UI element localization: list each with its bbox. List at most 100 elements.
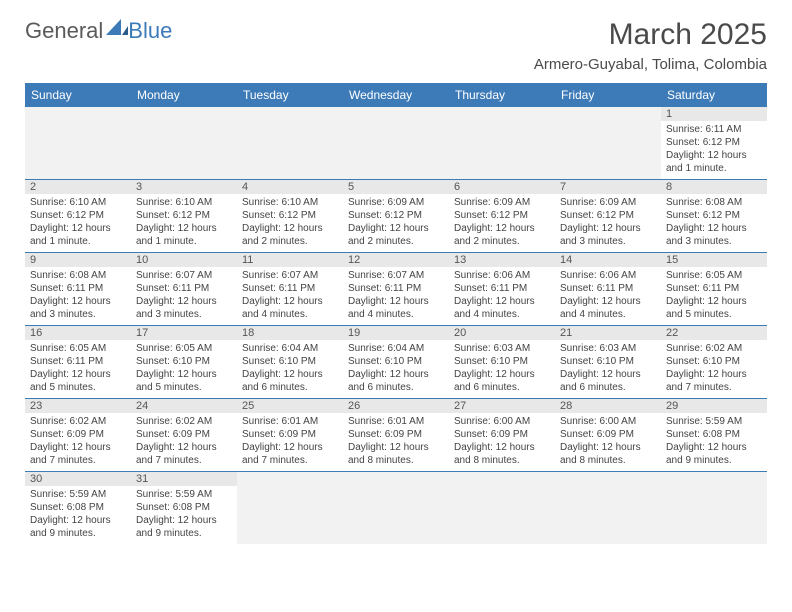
sunset-text: Sunset: 6:09 PM — [136, 428, 232, 441]
day-number: 4 — [237, 180, 343, 194]
day-number: 24 — [131, 399, 237, 413]
sunset-text: Sunset: 6:09 PM — [348, 428, 444, 441]
day-body: Sunrise: 6:05 AMSunset: 6:11 PMDaylight:… — [25, 340, 131, 398]
sunrise-text: Sunrise: 6:11 AM — [666, 123, 762, 136]
daylight-text: Daylight: 12 hours and 1 minute. — [666, 149, 762, 175]
day-body: Sunrise: 5:59 AMSunset: 6:08 PMDaylight:… — [661, 413, 767, 471]
sunrise-text: Sunrise: 6:08 AM — [30, 269, 126, 282]
day-body: Sunrise: 6:04 AMSunset: 6:10 PMDaylight:… — [237, 340, 343, 398]
calendar-cell — [237, 472, 343, 545]
sunset-text: Sunset: 6:08 PM — [666, 428, 762, 441]
calendar-week-row: 2Sunrise: 6:10 AMSunset: 6:12 PMDaylight… — [25, 180, 767, 253]
sunrise-text: Sunrise: 6:02 AM — [666, 342, 762, 355]
calendar-body: 1Sunrise: 6:11 AMSunset: 6:12 PMDaylight… — [25, 107, 767, 544]
calendar-cell: 12Sunrise: 6:07 AMSunset: 6:11 PMDayligh… — [343, 253, 449, 326]
sunset-text: Sunset: 6:09 PM — [560, 428, 656, 441]
sunset-text: Sunset: 6:11 PM — [454, 282, 550, 295]
sunset-text: Sunset: 6:11 PM — [136, 282, 232, 295]
calendar-cell — [25, 107, 131, 180]
calendar-cell: 11Sunrise: 6:07 AMSunset: 6:11 PMDayligh… — [237, 253, 343, 326]
day-body: Sunrise: 6:09 AMSunset: 6:12 PMDaylight:… — [343, 194, 449, 252]
day-number: 27 — [449, 399, 555, 413]
sunrise-text: Sunrise: 6:05 AM — [666, 269, 762, 282]
day-number: 31 — [131, 472, 237, 486]
day-number: 18 — [237, 326, 343, 340]
day-header-row: Sunday Monday Tuesday Wednesday Thursday… — [25, 83, 767, 107]
calendar-week-row: 1Sunrise: 6:11 AMSunset: 6:12 PMDaylight… — [25, 107, 767, 180]
day-header-wed: Wednesday — [343, 83, 449, 107]
calendar-cell: 31Sunrise: 5:59 AMSunset: 6:08 PMDayligh… — [131, 472, 237, 545]
sunrise-text: Sunrise: 6:00 AM — [454, 415, 550, 428]
sunrise-text: Sunrise: 6:09 AM — [454, 196, 550, 209]
calendar-cell: 5Sunrise: 6:09 AMSunset: 6:12 PMDaylight… — [343, 180, 449, 253]
sunrise-text: Sunrise: 6:05 AM — [136, 342, 232, 355]
calendar-cell: 16Sunrise: 6:05 AMSunset: 6:11 PMDayligh… — [25, 326, 131, 399]
daylight-text: Daylight: 12 hours and 5 minutes. — [30, 368, 126, 394]
day-body: Sunrise: 6:01 AMSunset: 6:09 PMDaylight:… — [237, 413, 343, 471]
calendar-cell: 6Sunrise: 6:09 AMSunset: 6:12 PMDaylight… — [449, 180, 555, 253]
page-header: General Blue March 2025 Armero-Guyabal, … — [25, 18, 767, 73]
calendar-cell: 25Sunrise: 6:01 AMSunset: 6:09 PMDayligh… — [237, 399, 343, 472]
day-number: 29 — [661, 399, 767, 413]
calendar-cell: 14Sunrise: 6:06 AMSunset: 6:11 PMDayligh… — [555, 253, 661, 326]
sunset-text: Sunset: 6:11 PM — [666, 282, 762, 295]
day-body: Sunrise: 6:02 AMSunset: 6:09 PMDaylight:… — [25, 413, 131, 471]
sunset-text: Sunset: 6:10 PM — [560, 355, 656, 368]
day-body: Sunrise: 6:07 AMSunset: 6:11 PMDaylight:… — [131, 267, 237, 325]
daylight-text: Daylight: 12 hours and 3 minutes. — [666, 222, 762, 248]
daylight-text: Daylight: 12 hours and 5 minutes. — [666, 295, 762, 321]
day-number: 3 — [131, 180, 237, 194]
sunset-text: Sunset: 6:12 PM — [242, 209, 338, 222]
sunset-text: Sunset: 6:08 PM — [136, 501, 232, 514]
sunrise-text: Sunrise: 6:08 AM — [666, 196, 762, 209]
daylight-text: Daylight: 12 hours and 3 minutes. — [136, 295, 232, 321]
day-number: 28 — [555, 399, 661, 413]
daylight-text: Daylight: 12 hours and 3 minutes. — [30, 295, 126, 321]
sunset-text: Sunset: 6:10 PM — [454, 355, 550, 368]
sunrise-text: Sunrise: 5:59 AM — [136, 488, 232, 501]
daylight-text: Daylight: 12 hours and 4 minutes. — [242, 295, 338, 321]
day-number: 1 — [661, 107, 767, 121]
day-header-sat: Saturday — [661, 83, 767, 107]
daylight-text: Daylight: 12 hours and 8 minutes. — [454, 441, 550, 467]
sunrise-text: Sunrise: 6:02 AM — [136, 415, 232, 428]
sunset-text: Sunset: 6:09 PM — [454, 428, 550, 441]
calendar-cell: 15Sunrise: 6:05 AMSunset: 6:11 PMDayligh… — [661, 253, 767, 326]
calendar-cell — [449, 472, 555, 545]
daylight-text: Daylight: 12 hours and 9 minutes. — [30, 514, 126, 540]
day-number: 9 — [25, 253, 131, 267]
daylight-text: Daylight: 12 hours and 6 minutes. — [454, 368, 550, 394]
day-body: Sunrise: 6:06 AMSunset: 6:11 PMDaylight:… — [449, 267, 555, 325]
calendar-cell — [343, 107, 449, 180]
sunset-text: Sunset: 6:12 PM — [30, 209, 126, 222]
daylight-text: Daylight: 12 hours and 4 minutes. — [454, 295, 550, 321]
sunrise-text: Sunrise: 6:00 AM — [560, 415, 656, 428]
month-title: March 2025 — [534, 18, 767, 52]
logo-sail-icon — [106, 17, 128, 37]
logo-text-blue: Blue — [128, 18, 172, 44]
calendar-cell: 18Sunrise: 6:04 AMSunset: 6:10 PMDayligh… — [237, 326, 343, 399]
day-number: 30 — [25, 472, 131, 486]
day-number: 16 — [25, 326, 131, 340]
calendar-cell: 20Sunrise: 6:03 AMSunset: 6:10 PMDayligh… — [449, 326, 555, 399]
calendar-cell — [555, 472, 661, 545]
daylight-text: Daylight: 12 hours and 2 minutes. — [242, 222, 338, 248]
sunset-text: Sunset: 6:09 PM — [30, 428, 126, 441]
sunset-text: Sunset: 6:12 PM — [454, 209, 550, 222]
sunset-text: Sunset: 6:11 PM — [30, 355, 126, 368]
day-number: 26 — [343, 399, 449, 413]
day-number: 11 — [237, 253, 343, 267]
day-body: Sunrise: 6:07 AMSunset: 6:11 PMDaylight:… — [237, 267, 343, 325]
calendar-week-row: 23Sunrise: 6:02 AMSunset: 6:09 PMDayligh… — [25, 399, 767, 472]
sunrise-text: Sunrise: 6:07 AM — [348, 269, 444, 282]
sunset-text: Sunset: 6:12 PM — [666, 209, 762, 222]
logo-text-general: General — [25, 18, 103, 44]
calendar-cell: 26Sunrise: 6:01 AMSunset: 6:09 PMDayligh… — [343, 399, 449, 472]
day-body: Sunrise: 6:10 AMSunset: 6:12 PMDaylight:… — [237, 194, 343, 252]
day-number: 23 — [25, 399, 131, 413]
day-number: 22 — [661, 326, 767, 340]
day-body: Sunrise: 6:03 AMSunset: 6:10 PMDaylight:… — [555, 340, 661, 398]
calendar-cell: 21Sunrise: 6:03 AMSunset: 6:10 PMDayligh… — [555, 326, 661, 399]
day-number: 7 — [555, 180, 661, 194]
calendar-cell — [661, 472, 767, 545]
